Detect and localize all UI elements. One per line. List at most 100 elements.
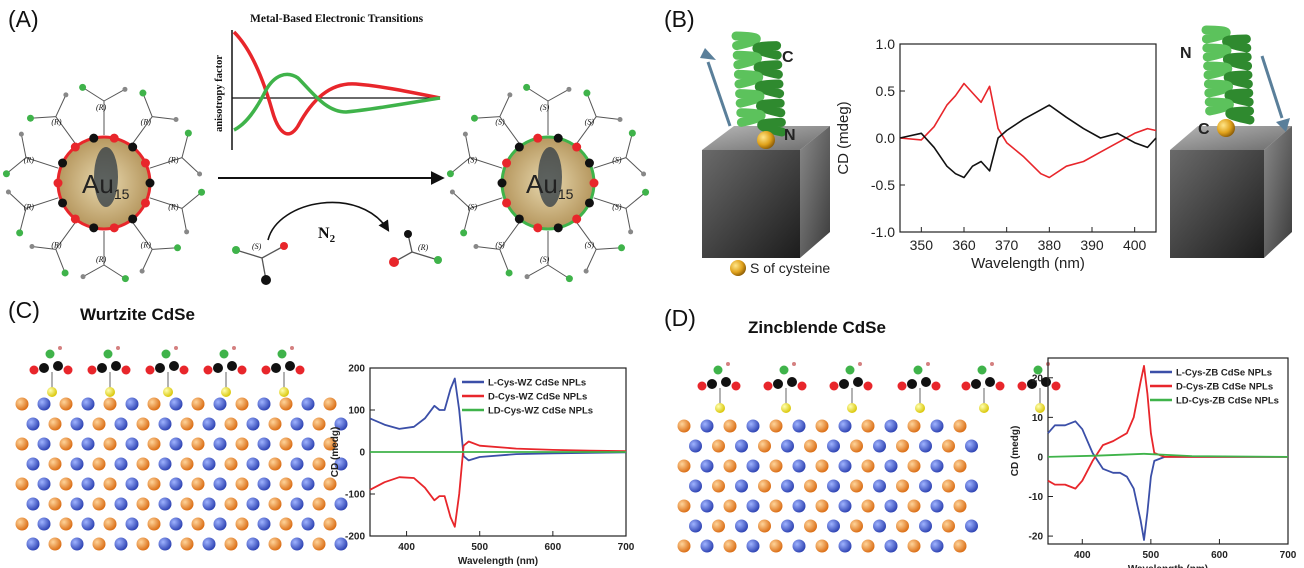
helix-segment	[753, 60, 783, 79]
ligand-bond	[499, 116, 521, 145]
ligand-bond	[55, 249, 66, 274]
ligand-bond	[149, 157, 183, 169]
series-line	[369, 377, 627, 462]
ligand-bond	[593, 157, 627, 169]
ligand-bond	[469, 157, 503, 169]
se-atom	[884, 419, 898, 433]
cd-atom	[769, 539, 783, 553]
se-atom	[746, 499, 760, 513]
se-atom	[213, 397, 227, 411]
se-atom	[930, 499, 944, 513]
se-atom	[746, 459, 760, 473]
cd-atom	[224, 457, 238, 471]
cd-atom	[712, 479, 725, 493]
ligand-bond	[499, 221, 521, 250]
helix-right	[1201, 25, 1255, 125]
ligand-atom	[583, 268, 589, 274]
ligand-atom	[642, 188, 650, 196]
se-atom	[884, 499, 898, 513]
helix-direction-arrow-left	[706, 61, 732, 127]
se-atom	[873, 519, 886, 533]
cd-atom	[907, 459, 921, 473]
se-atom	[301, 477, 315, 491]
au15-label: Au15	[82, 169, 130, 202]
cd-atom	[224, 417, 238, 431]
ligand-label: (R)	[51, 240, 62, 249]
se-atom	[114, 457, 128, 471]
cd-atom	[769, 499, 783, 513]
se-atom	[290, 457, 304, 471]
sulfur-legend-label: S of cysteine	[750, 260, 830, 276]
hydrogen-atom	[174, 346, 178, 350]
ligand-atom	[29, 243, 35, 249]
series-line	[369, 440, 627, 528]
se-atom	[81, 517, 95, 531]
ligand-atom	[617, 117, 623, 123]
cd-atom	[268, 457, 282, 471]
ligand-bond	[526, 264, 549, 278]
ligand-bond	[103, 264, 126, 280]
nitrogen-atom	[45, 349, 55, 359]
ligand-atom	[462, 131, 468, 137]
se-atom	[257, 397, 271, 411]
sulfur-atom	[47, 387, 57, 397]
cd-atom	[268, 417, 282, 431]
x-tick-label: 500	[471, 542, 488, 553]
hydrogen-atom	[58, 346, 62, 350]
cd-atom	[896, 439, 909, 453]
helix-segment	[1224, 88, 1254, 107]
cd-atom	[804, 439, 817, 453]
cd-atom	[48, 537, 62, 551]
cd-atom	[896, 479, 909, 493]
se-atom	[735, 439, 748, 453]
carbon-atom	[707, 379, 717, 389]
cd-atom	[147, 477, 161, 491]
nitrogen-atom	[977, 365, 987, 375]
panel-label-d: (D)	[664, 305, 696, 331]
ligand-atom	[61, 269, 69, 277]
cd-atom	[147, 397, 161, 411]
cd-atom	[323, 477, 337, 491]
cd-atom	[59, 517, 73, 531]
cd-atom	[804, 519, 817, 533]
helix-segment	[735, 89, 765, 108]
helix-segment	[1201, 25, 1231, 44]
nitrogen-atom	[1033, 365, 1043, 375]
cd-atom	[103, 437, 117, 451]
ligand-atom	[628, 229, 634, 235]
ligand-bond	[474, 116, 500, 119]
cd-atom	[942, 519, 955, 533]
cd-atom	[907, 499, 921, 513]
cd-atom	[136, 417, 150, 431]
carbon-atom	[721, 377, 731, 387]
se-atom	[884, 539, 898, 553]
ligand-bond	[625, 208, 632, 232]
helix-segment	[1202, 43, 1232, 62]
ligand-bond	[499, 94, 511, 117]
surface-atom	[572, 214, 582, 224]
cd-atom	[323, 517, 337, 531]
ligand-bond	[575, 116, 597, 145]
cd-atom	[769, 419, 783, 433]
ligand-bond	[575, 221, 597, 250]
carbon-atom	[971, 379, 981, 389]
surface-atom	[514, 214, 524, 224]
anisotropy-green-curve	[233, 72, 441, 132]
se-atom	[158, 497, 172, 511]
helix-segment	[1222, 52, 1253, 71]
ligand-bond	[593, 197, 627, 209]
surface-atom	[502, 158, 512, 168]
y-tick-label: -100	[345, 490, 365, 501]
cd-atom	[723, 459, 737, 473]
y-tick-label: 0	[359, 448, 365, 459]
oxygen-atom	[145, 365, 155, 375]
cd-atom	[235, 437, 249, 451]
surface-atom	[584, 158, 594, 168]
se-atom	[884, 459, 898, 473]
ligand-atom	[80, 274, 86, 280]
ligand-bond	[452, 191, 471, 209]
se-atom	[81, 437, 95, 451]
sulfur-atom	[781, 403, 791, 413]
se-atom	[792, 499, 806, 513]
